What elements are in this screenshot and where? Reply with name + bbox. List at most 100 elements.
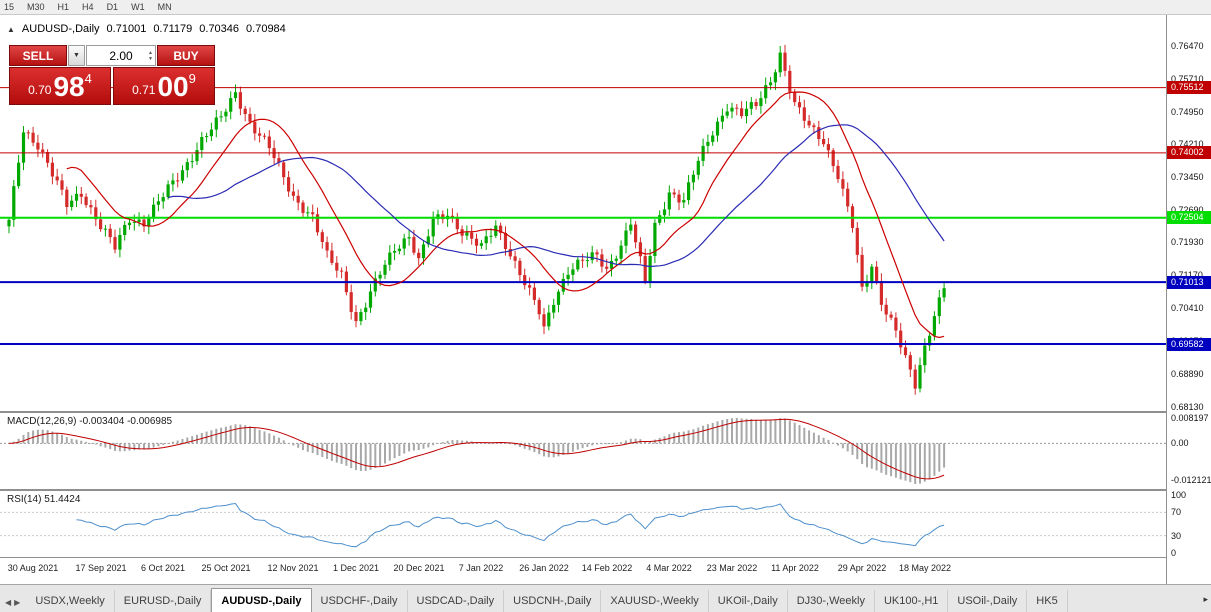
- timeframe-button-h4[interactable]: H4: [82, 2, 94, 12]
- price-level-tag: 0.69582: [1167, 338, 1211, 351]
- chart-tab-usoil-daily[interactable]: USOil-,Daily: [948, 590, 1028, 612]
- spinner-up-icon: ▲: [148, 50, 153, 56]
- chart-tab-usdcnh-daily[interactable]: USDCNH-,Daily: [504, 590, 602, 612]
- one-click-trading-panel: SELL ▼ 2.00 ▲ ▼ BUY 0.70 98 4 0.71 00 9: [9, 45, 215, 105]
- timeframe-button-15[interactable]: 15: [4, 2, 15, 12]
- chart-tab-usdcad-daily[interactable]: USDCAD-,Daily: [408, 590, 505, 612]
- volume-input[interactable]: 2.00 ▲ ▼: [86, 45, 156, 66]
- chart-area[interactable]: 30 Aug 2021 17 Sep 2021 6 Oct 2021 25 Oct 2…: [0, 15, 1166, 584]
- price-axis[interactable]: 0.76470 0.75710 0.74950 0.74210 0.73450 0.726…: [1167, 15, 1211, 584]
- timeframe-button-h1[interactable]: H1: [57, 2, 70, 12]
- ohlc-open-value: 0.71001: [106, 23, 147, 35]
- sell-price-prefix: 0.70: [28, 83, 52, 97]
- panel-separator-rsi[interactable]: [0, 489, 1211, 491]
- timeframe-button-mn[interactable]: MN: [157, 2, 172, 12]
- date-tick-label: 29 Apr 2022: [837, 563, 887, 573]
- date-tick-label: 11 Apr 2022: [771, 563, 819, 573]
- spinner-down-icon: ▼: [148, 56, 153, 62]
- rsi-axis-value: 30: [1171, 531, 1182, 541]
- price-tick-label: 0.72690: [1171, 205, 1204, 215]
- chart-symbol-label: AUDUSD-,Daily: [21, 23, 100, 35]
- date-tick-label: 6 Oct 2021: [140, 563, 186, 573]
- sell-price-pips: 98: [53, 71, 85, 102]
- buy-button[interactable]: BUY: [157, 45, 215, 66]
- price-level-tag: 0.71013: [1167, 276, 1211, 289]
- price-tick-label: 0.76470: [1171, 41, 1204, 51]
- chevron-down-icon: ▼: [73, 52, 80, 59]
- price-tick-label: 0.73450: [1171, 172, 1204, 182]
- price-tick-label: 0.71170: [1171, 270, 1203, 280]
- date-tick-label: 23 Mar 2022: [706, 563, 758, 573]
- date-tick-label: 14 Feb 2022: [581, 563, 633, 573]
- sell-price-point: 4: [84, 71, 92, 86]
- chart-tab-dj30-weekly[interactable]: DJ30-,Weekly: [788, 590, 875, 612]
- date-tick-label: 17 Sep 2021: [75, 563, 127, 573]
- macd-indicator-label: MACD(12,26,9) -0.003404 -0.006985: [7, 416, 173, 427]
- price-tick-label: 0.68890: [1171, 369, 1204, 379]
- buy-price-prefix: 0.71: [132, 83, 156, 97]
- tab-scroll-left-icon[interactable]: ◀: [5, 598, 12, 607]
- tab-overflow-arrow-icon[interactable]: ▸: [1203, 594, 1208, 604]
- ohlc-high-value: 0.71179: [153, 23, 193, 35]
- timeframe-button-m30[interactable]: M30: [27, 2, 45, 12]
- chart-tab-usdchf-daily[interactable]: USDCHF-,Daily: [312, 590, 408, 612]
- price-level-tag: 0.72504: [1167, 211, 1211, 224]
- date-tick-label: 20 Dec 2021: [393, 563, 445, 573]
- rsi-indicator-label: RSI(14) 51.4424: [7, 494, 81, 505]
- price-tick-label: 0.74950: [1171, 107, 1204, 117]
- chart-tab-audusd-daily[interactable]: AUDUSD-,Daily: [211, 588, 312, 612]
- volume-value: 2.00: [109, 48, 133, 63]
- date-axis-separator: [0, 557, 1211, 558]
- rsi-axis-value: 0: [1171, 548, 1177, 558]
- rsi-axis-value: 70: [1171, 507, 1182, 517]
- timeframe-button-d1[interactable]: D1: [106, 2, 119, 12]
- price-tick-label: 0.74210: [1171, 139, 1204, 149]
- chart-tabs: USDX,Weekly EURUSD-,Daily AUDUSD-,Daily USD…: [26, 588, 1068, 612]
- panel-separator-macd[interactable]: [0, 411, 1211, 413]
- one-click-collapse-icon[interactable]: ▲: [7, 24, 15, 34]
- macd-chart-canvas[interactable]: [0, 413, 1166, 489]
- price-tick-label: 0.70410: [1171, 303, 1204, 313]
- buy-price-pips: 00: [157, 71, 189, 102]
- buy-price-point: 9: [188, 71, 196, 86]
- macd-axis-value: 0.00: [1171, 438, 1189, 448]
- sell-price-display[interactable]: 0.70 98 4: [9, 67, 111, 105]
- rsi-axis-value: 100: [1171, 490, 1187, 500]
- date-tick-label: 25 Oct 2021: [201, 563, 251, 573]
- buy-price-display[interactable]: 0.71 00 9: [113, 67, 215, 105]
- date-tick-label: 4 Mar 2022: [646, 563, 692, 573]
- date-tick-label: 18 May 2022: [898, 563, 952, 573]
- date-tick-label: 1 Dec 2021: [332, 563, 380, 573]
- timeframe-toolbar: 15 M30 H1 H4 D1 W1 MN: [0, 0, 1211, 15]
- date-tick-label: 30 Aug 2021: [7, 563, 59, 573]
- price-chart-canvas[interactable]: [0, 15, 1166, 412]
- volume-spinner[interactable]: ▲ ▼: [148, 50, 153, 62]
- price-axis-separator: [1166, 15, 1167, 584]
- ohlc-close-value: 0.70984: [246, 23, 286, 35]
- chart-ohlc-title: ▲ AUDUSD-,Daily 0.71001 0.71179 0.70346 …: [7, 23, 286, 35]
- ohlc-low-value: 0.70346: [199, 23, 240, 35]
- chart-tab-usdx-weekly[interactable]: USDX,Weekly: [26, 590, 115, 612]
- tab-scroll-right-icon[interactable]: ▶: [14, 598, 21, 607]
- chart-tab-xauusd-weekly[interactable]: XAUUSD-,Weekly: [601, 590, 709, 612]
- volume-dropdown-button[interactable]: ▼: [68, 45, 85, 66]
- macd-axis-value: -0.012121: [1171, 475, 1211, 485]
- macd-axis-value: 0.008197: [1171, 413, 1209, 423]
- price-level-tag: 0.74002: [1167, 146, 1211, 159]
- date-tick-label: 7 Jan 2022: [458, 563, 504, 573]
- price-tick-label: 0.71930: [1171, 237, 1204, 247]
- rsi-chart-canvas[interactable]: [0, 491, 1166, 557]
- chart-tab-eurusd-daily[interactable]: EURUSD-,Daily: [115, 590, 212, 612]
- tab-scroll-buttons: ◀ ▶: [5, 598, 20, 607]
- date-tick-label: 26 Jan 2022: [519, 563, 569, 573]
- sell-button[interactable]: SELL: [9, 45, 67, 66]
- price-tick-label: 0.68130: [1171, 402, 1204, 412]
- date-axis[interactable]: 30 Aug 2021 17 Sep 2021 6 Oct 2021 25 Oct 2…: [0, 558, 1166, 584]
- price-level-tag: 0.75512: [1167, 81, 1211, 94]
- timeframe-button-w1[interactable]: W1: [131, 2, 145, 12]
- chart-tab-uk100-h1[interactable]: UK100-,H1: [875, 590, 949, 612]
- chart-tab-ukoil-daily[interactable]: UKOil-,Daily: [709, 590, 788, 612]
- chart-tab-hk5[interactable]: HK5: [1027, 590, 1068, 612]
- price-tick-label: 0.75710: [1171, 74, 1204, 84]
